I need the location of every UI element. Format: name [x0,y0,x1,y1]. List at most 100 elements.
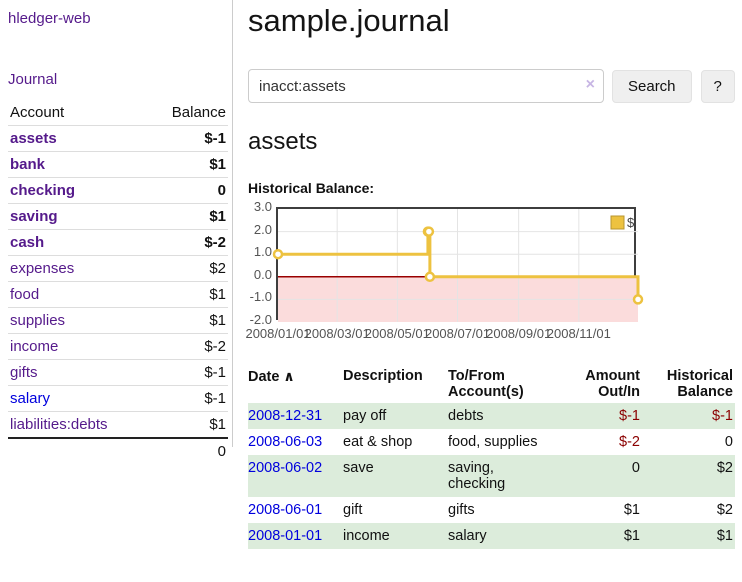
accounts-total-row: 0 [8,437,228,464]
transaction-balance: $2 [716,502,733,518]
transaction-date-link[interactable]: 2008-06-01 [248,502,323,518]
account-link[interactable]: assets [10,130,57,147]
account-balance: $-1 [147,359,228,386]
account-row: gifts $-1 [8,359,228,386]
sidebar: hledger-web Journal Account Balance asse… [0,0,233,464]
sidebar-item-journal[interactable]: Journal [8,71,58,88]
transaction-date-link[interactable]: 2008-06-03 [248,434,323,450]
account-row: income $-2 [8,333,228,360]
account-balance: 0 [147,177,228,204]
account-row: assets $-1 [8,125,228,152]
chart-plot-area[interactable]: $ [272,207,644,322]
account-link[interactable]: food [10,286,40,303]
register-header-date[interactable]: Date ∧ [248,368,295,385]
transaction-amount: $-1 [619,408,640,424]
search-input[interactable] [248,69,604,103]
accounts-table: Account Balance assets $-1 bank $1 checking 0… [8,100,228,464]
transaction-amount: $-2 [619,434,640,450]
register-row: 2008-06-02 save saving, checkin​g 0 $2 [248,455,735,497]
x-axis-tick: 2008/07/01 [424,326,491,341]
transaction-accounts: food, supplies [448,434,538,450]
transaction-accounts: gifts [448,502,475,518]
transaction-description: pay off [343,408,387,424]
y-axis-tick: 3.0 [253,199,272,214]
transaction-amount: $1 [623,502,640,518]
accounts-table-body: assets $-1 bank $1 checking 0 saving $1 cash $-2 e… [8,125,228,464]
register-row: 2008-12-31 pay off debts $-1 $-1 [248,403,735,429]
sort-asc-icon: ∧ [279,368,295,384]
account-balance: $1 [147,203,228,230]
main-region: sample.journal × Search ? assets Histori… [234,0,742,582]
account-link[interactable]: checking [10,182,76,199]
chart-title: Historical Balance: [248,180,375,196]
x-axis-tick: 2008/09/01 [486,326,552,341]
account-row: liabilities:debts $1 [8,411,228,439]
account-link[interactable]: supplies [10,312,66,329]
transaction-balance: $2 [716,460,733,476]
account-link[interactable]: salary [10,390,51,407]
account-link[interactable]: gifts [10,364,38,381]
x-axis-tick: 2008/01/01 [245,326,311,341]
register-row: 2008-06-01 gift gifts $1 $2 [248,497,735,523]
y-axis-tick: -1.0 [249,289,272,305]
x-axis-tick: 2008/03/01 [304,326,370,341]
account-link[interactable]: saving [10,208,58,225]
help-button[interactable]: ? [700,69,735,103]
transaction-balance: 0 [724,434,733,450]
page-title: sample.journal [248,3,450,38]
transaction-description: eat & shop [343,434,413,450]
account-balance: $-1 [147,385,228,412]
account-row: saving $1 [8,203,228,230]
accounts-total-value: 0 [147,437,228,464]
transaction-description: gift [343,502,363,518]
search-button[interactable]: Search [612,69,692,103]
account-link[interactable]: bank [10,156,46,173]
register-header-historical-balance[interactable]: Historical Balance [666,368,733,400]
y-axis-tick: 2.0 [253,221,272,237]
account-link[interactable]: income [10,338,59,355]
register-header-to-from-account-s-[interactable]: To/From Account(s) [448,368,524,400]
transaction-balance: $-1 [712,408,733,424]
register-header-row: Date ∧ Description To/From Account(s) Amoun… [248,365,735,403]
app-title-link[interactable]: hledger-web [8,10,91,27]
account-balance: $-1 [147,125,228,152]
account-title: assets [248,128,318,155]
account-row: checking 0 [8,177,228,204]
transaction-date-link[interactable]: 2008-12-31 [248,408,323,424]
search-input-wrap: × [248,69,604,103]
register-header-amount-out-in[interactable]: Amount Out/In [585,368,640,400]
accounts-header-row: Account Balance [8,100,228,126]
register-header-description[interactable]: Description [343,368,423,384]
transaction-amount: 0 [631,460,640,476]
account-balance: $2 [147,255,228,282]
account-row: bank $1 [8,151,228,178]
account-balance: $1 [147,281,228,308]
y-axis-tick: -2.0 [249,312,272,327]
register-table: Date ∧ Description To/From Account(s) Amoun… [248,365,735,549]
account-balance: $-2 [147,333,228,360]
account-row: food $1 [8,281,228,308]
transaction-date-link[interactable]: 2008-06-02 [248,460,323,476]
account-link[interactable]: cash [10,234,45,251]
accounts-header-account: Account [8,100,148,126]
search-form: × Search ? [248,69,735,103]
account-row: cash $-2 [8,229,228,256]
account-link[interactable]: expenses [10,260,75,277]
transaction-accounts: debts [448,408,484,424]
transaction-date-link[interactable]: 2008-01-01 [248,528,323,544]
transaction-description: save [343,460,374,476]
historical-balance-chart: $ 3.0 2.0 1.0 0.0 -1.0 -2.0 2008/01/01 2008/03/… [245,199,678,341]
y-axis-tick: 0.0 [253,266,272,282]
clear-search-icon[interactable]: × [585,76,595,93]
transaction-description: income [343,528,390,544]
account-balance: $1 [147,411,228,439]
transaction-accounts: saving, checkin​g [448,460,506,492]
register-table-body: 2008-12-31 pay off debts $-1 $-1 2008-06-03 ea… [248,403,735,549]
transaction-amount: $1 [623,528,640,544]
account-link[interactable]: liabilities:debts [10,416,108,433]
account-row: expenses $2 [8,255,228,282]
account-row: salary $-1 [8,385,228,412]
legend-label: $ [627,215,635,230]
account-balance: $1 [147,307,228,334]
